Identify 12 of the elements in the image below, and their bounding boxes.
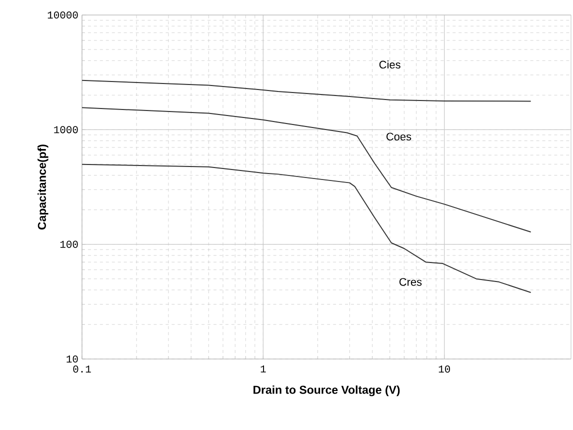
y-tick-label: 1000 bbox=[54, 126, 78, 134]
y-tick-label: 100 bbox=[60, 240, 78, 248]
y-tick-label: 10000 bbox=[48, 11, 78, 19]
text: Coes bbox=[386, 132, 412, 140]
x-axis-title: Drain to Source Voltage (V) bbox=[254, 385, 400, 396]
x-tick-label: 1 bbox=[260, 366, 266, 372]
text: Cies bbox=[379, 60, 400, 69]
x-tick-label: 0.1 bbox=[73, 366, 91, 373]
y-axis-title: Capacitance(pf) bbox=[38, 144, 48, 230]
y-tick-label: 10 bbox=[66, 355, 78, 363]
x-tick-label: 10 bbox=[438, 366, 450, 373]
series-label: Cres bbox=[399, 278, 422, 286]
